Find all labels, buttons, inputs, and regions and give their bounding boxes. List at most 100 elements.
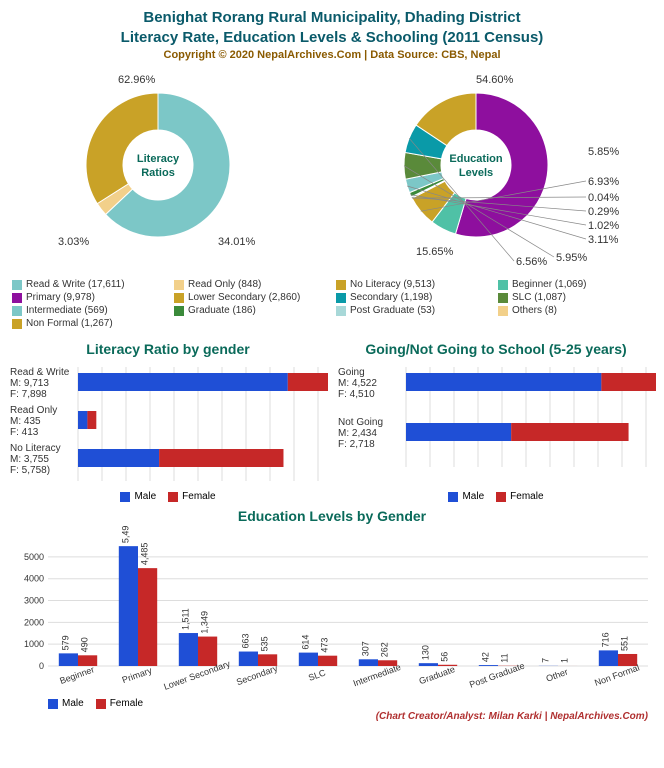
hbar2-legend: Male Female: [336, 491, 656, 502]
svg-text:Going: Going: [338, 367, 365, 378]
legend-male-3: Male: [48, 698, 84, 709]
svg-text:54.60%: 54.60%: [476, 74, 514, 86]
svg-text:4000: 4000: [24, 574, 44, 584]
svg-text:Levels: Levels: [459, 167, 493, 179]
svg-text:No Literacy: No Literacy: [10, 443, 61, 454]
legend-item: Others (8): [498, 305, 652, 316]
svg-text:614: 614: [300, 635, 310, 650]
svg-text:62.96%: 62.96%: [118, 74, 156, 86]
legend-item: Beginner (1,069): [498, 279, 652, 290]
svg-text:3.11%: 3.11%: [588, 234, 619, 246]
vbar-title: Education Levels by Gender: [8, 508, 656, 524]
svg-text:262: 262: [380, 642, 390, 657]
donut-literacy-svg: Literacy Ratios 62.96% 3.03% 34.01%: [28, 65, 308, 265]
svg-text:1,511: 1,511: [180, 608, 190, 630]
svg-text:F: 7,898: F: 7,898: [10, 389, 47, 400]
svg-text:Beginner: Beginner: [58, 664, 95, 686]
hbar1-title: Literacy Ratio by gender: [8, 341, 328, 357]
header: Benighat Rorang Rural Municipality, Dhad…: [8, 8, 656, 61]
svg-text:M: 9,713: M: 9,713: [10, 378, 49, 389]
title-line1: Benighat Rorang Rural Municipality, Dhad…: [8, 8, 656, 28]
legend-item: Graduate (186): [174, 305, 328, 316]
svg-text:1,349: 1,349: [200, 611, 210, 634]
svg-text:0.29%: 0.29%: [588, 206, 619, 218]
svg-text:Post Graduate: Post Graduate: [468, 661, 526, 690]
legend-female-3: Female: [96, 698, 143, 709]
svg-text:1.02%: 1.02%: [588, 220, 619, 232]
svg-text:F: 5,758): F: 5,758): [10, 465, 50, 476]
hbar1-svg: Read & WriteM: 9,713F: 7,898Read OnlyM: …: [8, 359, 328, 489]
svg-text:F: 2,718: F: 2,718: [338, 439, 375, 450]
legend-item: Post Graduate (53): [336, 305, 490, 316]
svg-text:15.65%: 15.65%: [416, 246, 454, 258]
legend-female-2: Female: [496, 491, 543, 502]
footer-credit: (Chart Creator/Analyst: Milan Karki | Ne…: [8, 711, 656, 722]
svg-text:2000: 2000: [24, 617, 44, 627]
svg-text:579: 579: [60, 635, 70, 650]
svg-text:Ratios: Ratios: [141, 167, 175, 179]
svg-text:473: 473: [320, 638, 330, 653]
svg-text:F: 4,510: F: 4,510: [338, 389, 375, 400]
title-line2: Literacy Rate, Education Levels & School…: [8, 28, 656, 48]
svg-text:663: 663: [240, 634, 250, 649]
donut-row: Literacy Ratios 62.96% 3.03% 34.01% Educatio…: [8, 65, 656, 275]
hbar-row: Literacy Ratio by gender Read & WriteM: …: [8, 335, 656, 502]
legend-male: Male: [120, 491, 156, 502]
svg-text:307: 307: [360, 641, 370, 656]
legend-male-2: Male: [448, 491, 484, 502]
vbar-legend: Male Female: [8, 698, 656, 709]
svg-text:0: 0: [39, 661, 44, 671]
svg-text:7: 7: [540, 658, 550, 663]
svg-text:716: 716: [600, 632, 610, 647]
legend-item: Lower Secondary (2,860): [174, 292, 328, 303]
hbar-school: Going/Not Going to School (5-25 years) G…: [336, 335, 656, 502]
svg-text:0.04%: 0.04%: [588, 192, 619, 204]
svg-text:Read & Write: Read & Write: [10, 367, 70, 378]
svg-text:1: 1: [560, 658, 570, 663]
svg-text:6.93%: 6.93%: [588, 176, 619, 188]
legend-female: Female: [168, 491, 215, 502]
donut-education: Education Levels 54.60% 5.85% 6.93% 0.04% 0.29…: [336, 65, 656, 275]
svg-text:5,493: 5,493: [120, 526, 130, 543]
donut-education-svg: Education Levels 54.60% 5.85% 6.93% 0.04% 0.29…: [356, 65, 636, 275]
svg-text:Read Only: Read Only: [10, 405, 57, 416]
svg-text:Literacy: Literacy: [137, 153, 180, 165]
svg-text:Education: Education: [449, 153, 502, 165]
svg-text:Not Going: Not Going: [338, 417, 383, 428]
legend-item: Read Only (848): [174, 279, 328, 290]
hbar2-title: Going/Not Going to School (5-25 years): [336, 341, 656, 357]
title-sub: Copyright © 2020 NepalArchives.Com | Dat…: [8, 49, 656, 61]
legend-item: SLC (1,087): [498, 292, 652, 303]
svg-text:SLC: SLC: [307, 667, 327, 683]
hbar-literacy: Literacy Ratio by gender Read & WriteM: …: [8, 335, 328, 502]
svg-text:M: 3,755: M: 3,755: [10, 454, 49, 465]
svg-text:551: 551: [620, 636, 630, 651]
svg-text:M: 2,434: M: 2,434: [338, 428, 377, 439]
svg-text:M: 435: M: 435: [10, 416, 41, 427]
hbar2-svg: GoingM: 4,522F: 4,510 Not GoingM: 2,434F:…: [336, 359, 656, 489]
svg-text:490: 490: [80, 637, 90, 652]
svg-text:34.01%: 34.01%: [218, 236, 256, 248]
svg-text:Primary: Primary: [121, 665, 154, 685]
svg-text:5000: 5000: [24, 552, 44, 562]
donut-literacy: Literacy Ratios 62.96% 3.03% 34.01%: [8, 65, 328, 275]
svg-text:4,485: 4,485: [140, 543, 150, 566]
svg-text:535: 535: [260, 636, 270, 651]
svg-text:M: 4,522: M: 4,522: [338, 378, 377, 389]
legend-item: No Literacy (9,513): [336, 279, 490, 290]
svg-text:3000: 3000: [24, 596, 44, 606]
legend-item: Intermediate (569): [12, 305, 166, 316]
svg-text:Secondary: Secondary: [235, 663, 279, 687]
legend-item: Non Formal (1,267): [12, 318, 166, 329]
hbar1-legend: Male Female: [8, 491, 328, 502]
svg-text:5.95%: 5.95%: [556, 252, 587, 264]
svg-text:Graduate: Graduate: [418, 664, 457, 686]
vbar-education: Education Levels by Gender 0100020003000…: [8, 508, 656, 709]
vbar-svg: 010002000300040005000579490Beginner5,493…: [8, 526, 656, 696]
legend-combined: Read & Write (17,611)Read Only (848)No L…: [8, 279, 656, 329]
svg-text:Other: Other: [545, 667, 570, 684]
svg-text:56: 56: [440, 652, 450, 662]
svg-text:3.03%: 3.03%: [58, 236, 89, 248]
svg-text:F: 413: F: 413: [10, 427, 39, 438]
svg-text:5.85%: 5.85%: [588, 146, 619, 158]
